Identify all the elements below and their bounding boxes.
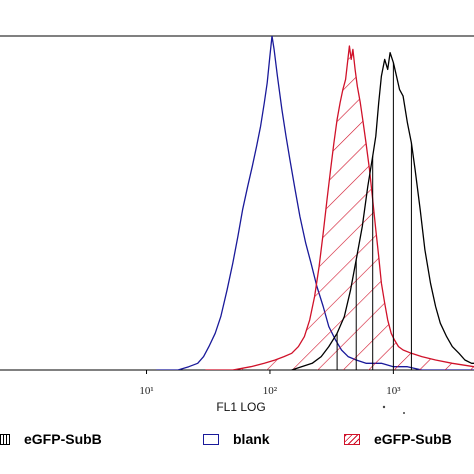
- legend: eGFP-SubB blank eGFP-SubB: [0, 426, 474, 452]
- x-tick-label: 10¹: [139, 385, 153, 397]
- series-line: [291, 52, 474, 370]
- x-ticks: 10¹ 10² 10³: [139, 370, 401, 397]
- legend-item-egfp-subb-stripes: eGFP-SubB: [0, 426, 102, 452]
- x-tick-label: 10³: [386, 385, 401, 397]
- x-axis-label: FL1 LOG: [216, 400, 265, 414]
- legend-item-blank: blank: [203, 426, 270, 452]
- legend-swatch-empty: [203, 433, 219, 445]
- legend-item-egfp-subb-hatch: eGFP-SubB: [344, 426, 452, 452]
- series-2-egfp-subb: [205, 45, 474, 370]
- legend-swatch-stripes: [0, 433, 10, 445]
- plot-frame: [0, 35, 474, 371]
- legend-label: eGFP-SubB: [374, 431, 452, 447]
- axis-specks: [382, 405, 405, 414]
- legend-label: eGFP-SubB: [24, 431, 102, 447]
- series-0-egfp-subb: [291, 52, 474, 370]
- legend-swatch-hatch: [344, 433, 360, 445]
- series-layer: [156, 36, 474, 370]
- x-tick-label: 10²: [263, 385, 278, 397]
- series-area: [205, 46, 474, 370]
- legend-label: blank: [233, 431, 270, 447]
